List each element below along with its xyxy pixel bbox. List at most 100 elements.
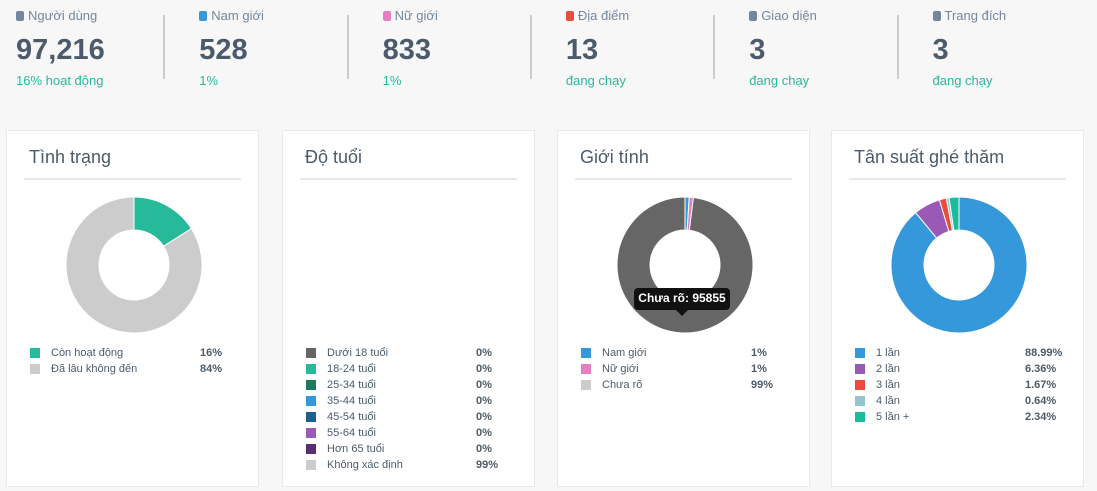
legend-label: Hơn 65 tuổi <box>327 443 384 455</box>
stat-icon <box>932 11 941 21</box>
stat-label-text: Trang đích <box>944 8 1007 23</box>
stat-label-text: Người dùng <box>28 8 98 23</box>
stat: Nữ giới 833 1% <box>382 6 553 88</box>
donut-slice <box>948 196 960 231</box>
separator <box>529 15 532 79</box>
stat-value: 13 <box>565 34 599 66</box>
legend-value: 0% <box>476 443 492 455</box>
legend-value: 0% <box>476 347 492 359</box>
legend-swatch <box>855 348 865 358</box>
stat-sub: đang chạy <box>565 73 626 88</box>
legend-swatch <box>855 364 865 374</box>
panel: Tình trạng Còn hoạt động 16% Đã lâu không đ… <box>6 130 259 487</box>
legend-label: 4 lần <box>876 395 900 407</box>
donut-slice <box>65 196 203 334</box>
legend-swatch <box>855 380 865 390</box>
stat: Giao diện 3 đang chạy <box>749 6 919 88</box>
tooltip-text: Chưa rõ: 95855 <box>638 291 726 305</box>
title-rule <box>849 178 1066 180</box>
legend-value: 99% <box>476 459 498 471</box>
legend-swatch <box>855 396 865 406</box>
legend-label: Nữ giới <box>602 363 639 375</box>
panel-title: Tân suất ghé thăm <box>854 147 1005 167</box>
legend-label: 3 lần <box>876 379 900 391</box>
legend-label: Chưa rõ <box>602 379 642 391</box>
title-rule <box>24 178 241 180</box>
stat-label: Giao diện <box>749 8 817 23</box>
donut-chart: Còn hoạt động 16% Đã lâu không đến 84% <box>30 196 222 375</box>
legend-value: 0% <box>476 363 492 375</box>
stat-icon <box>199 11 208 21</box>
stat-label: Trang đích <box>932 8 1007 23</box>
legend-swatch <box>306 412 316 422</box>
stat: Người dùng 97,216 16% hoạt động <box>16 6 186 88</box>
stat-sub: đang chạy <box>749 73 810 88</box>
legend-value: 1% <box>751 347 767 359</box>
legend-swatch <box>30 364 40 374</box>
legend-swatch <box>306 348 316 358</box>
stat-icon <box>16 11 24 21</box>
legend-label: 35-44 tuổi <box>327 395 376 407</box>
title-rule <box>300 178 517 180</box>
stat-label-text: Nữ giới <box>394 8 438 23</box>
legend-value: 0% <box>476 379 492 391</box>
legend-swatch <box>306 428 316 438</box>
stat-sub: 1% <box>199 73 219 88</box>
panel-title: Tình trạng <box>29 147 112 167</box>
legend-value: 2.34% <box>1025 411 1056 423</box>
stat: Nam giới 528 1% <box>199 6 369 88</box>
panel: Độ tuổi Dưới 18 tuổi 0% 18-24 tuổi 0% 25-34 t… <box>282 130 535 487</box>
stat-value: 3 <box>932 34 949 66</box>
legend-swatch <box>306 380 316 390</box>
legend-value: 6.36% <box>1025 363 1056 375</box>
legend-value: 0% <box>476 395 492 407</box>
donut-chart: 1 lần 88.99% 2 lần 6.36% 3 lần 1.67% 4 lần 0.64… <box>855 196 1063 423</box>
panel-title: Giới tính <box>580 147 649 167</box>
separator <box>896 15 899 79</box>
legend-label: 45-54 tuổi <box>327 411 376 423</box>
stat-label: Địa điểm <box>565 8 629 23</box>
legend-swatch <box>855 412 865 422</box>
legend-swatch <box>581 380 591 390</box>
legend-value: 1% <box>751 363 767 375</box>
stat-label: Người dùng <box>16 8 97 23</box>
legend-label: 2 lần <box>876 363 900 375</box>
separator <box>713 15 716 79</box>
legend-value: 0% <box>476 427 492 439</box>
legend-value: 84% <box>200 363 222 375</box>
donut-chart: Nam giới 1% Nữ giới 1% Chưa rõ 99% Chưa rõ: 95… <box>581 196 773 391</box>
legend-label: 55-64 tuổi <box>327 427 376 439</box>
legend-swatch <box>306 444 316 454</box>
stat-label-text: Nam giới <box>211 8 264 23</box>
title-rule <box>575 178 792 180</box>
legend-label: Không xác định <box>327 459 403 471</box>
panel: Tân suất ghé thăm 1 lần 88.99% 2 lần 6.36% 3 … <box>831 130 1084 487</box>
legend-value: 88.99% <box>1025 347 1063 359</box>
stat-label: Nữ giới <box>382 8 438 23</box>
legend-label: 25-34 tuổi <box>327 379 376 391</box>
separator <box>346 15 349 79</box>
legend-label: Còn hoạt động <box>51 347 123 359</box>
legend-label: Nam giới <box>602 347 647 359</box>
stat-label-text: Giao diện <box>761 8 817 23</box>
stat-sub: đang chạy <box>932 73 993 88</box>
separator <box>163 15 166 79</box>
legend-swatch <box>30 348 40 358</box>
stat-sub: 1% <box>382 73 402 88</box>
stat: Địa điểm 13 đang chạy <box>565 6 736 88</box>
legend-label: Dưới 18 tuổi <box>327 347 388 359</box>
tooltip-pointer <box>676 310 688 316</box>
legend-swatch <box>306 364 316 374</box>
legend-label: 18-24 tuổi <box>327 363 376 375</box>
stat-icon <box>565 11 574 21</box>
legend-value: 0% <box>476 411 492 423</box>
stat-icon <box>749 11 758 21</box>
stat-value: 833 <box>382 34 431 66</box>
panel: Giới tính Nam giới 1% Nữ giới 1% Chưa rõ 99% Ch… <box>557 130 810 487</box>
panel-title: Độ tuổi <box>305 147 363 167</box>
legend-swatch <box>581 348 591 358</box>
legend-label: 1 lần <box>876 347 900 359</box>
legend-label: Đã lâu không đến <box>51 363 137 375</box>
tooltip-box <box>634 288 730 310</box>
